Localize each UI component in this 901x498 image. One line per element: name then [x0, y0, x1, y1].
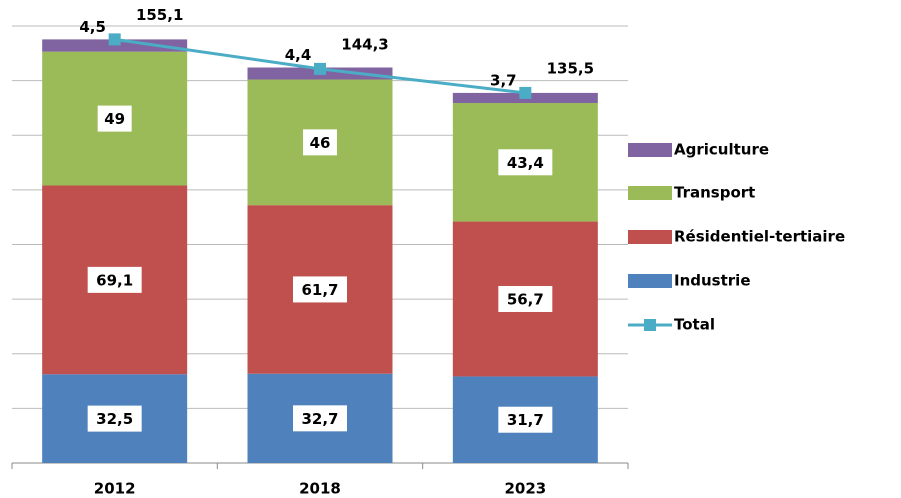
label-box	[293, 405, 347, 432]
value-label: 56,7	[507, 290, 544, 308]
value-label: 61,7	[301, 281, 338, 299]
total-label: 144,3	[341, 35, 388, 53]
value-label: 43,4	[507, 154, 544, 172]
legend-label: Transport	[674, 184, 755, 202]
total-label: 155,1	[136, 6, 183, 24]
label-box	[498, 149, 553, 176]
value-label: 4,5	[79, 18, 106, 36]
legend-label: Total	[674, 316, 715, 334]
value-label: 69,1	[96, 271, 133, 289]
total-label: 135,5	[547, 59, 594, 77]
value-label: 3,7	[490, 71, 517, 89]
label-box	[87, 266, 142, 293]
value-label: 32,5	[96, 410, 133, 428]
legend-label: Agriculture	[674, 141, 769, 159]
label-box	[498, 406, 553, 433]
value-label: 49	[104, 110, 125, 128]
bar-segment	[42, 39, 188, 52]
total-marker	[519, 86, 532, 99]
label-box	[97, 105, 132, 132]
label-box	[87, 405, 142, 432]
legend-swatch	[628, 230, 672, 244]
value-label: 31,7	[507, 411, 544, 429]
legend-marker	[644, 319, 656, 331]
x-tick-label: 2018	[299, 480, 341, 498]
label-box	[498, 285, 553, 312]
value-label: 46	[310, 134, 331, 152]
legend-swatch	[628, 143, 672, 157]
value-label: 4,4	[285, 46, 312, 64]
legend-swatch	[628, 274, 672, 288]
legend-swatch	[628, 186, 672, 200]
x-tick-label: 2023	[504, 480, 546, 498]
x-tick-label: 2012	[94, 480, 136, 498]
label-box	[303, 129, 337, 156]
label-box	[293, 276, 347, 303]
legend-label: Industrie	[674, 272, 751, 290]
total-marker	[314, 62, 326, 75]
legend-label: Résidentiel-tertiaire	[674, 228, 845, 246]
value-label: 32,7	[301, 410, 338, 428]
total-marker	[108, 33, 121, 46]
